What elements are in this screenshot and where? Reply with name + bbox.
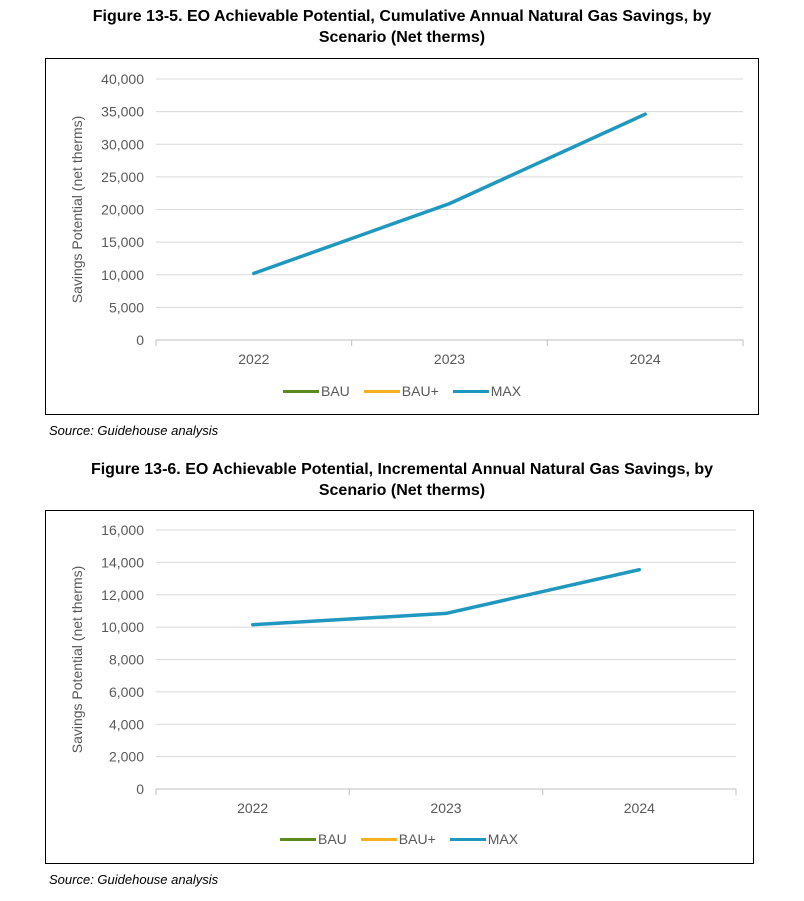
y-axis-title: Savings Potential (net therms) (69, 566, 85, 754)
legend-label-bau: BAU (321, 383, 350, 399)
figure-2-title: Figure 13-6. EO Achievable Potential, In… (20, 459, 784, 501)
legend-swatch-bau-plus (360, 837, 397, 841)
legend-swatch-bau-plus (363, 389, 400, 393)
legend-item-max: MAX (452, 383, 522, 399)
y-tick-label: 0 (136, 781, 144, 797)
legend-item-bau-plus: BAU+ (363, 383, 439, 399)
legend-label-bau-plus: BAU+ (398, 831, 436, 847)
x-tick-label: 2024 (624, 800, 655, 816)
legend-label-bau: BAU (318, 831, 347, 847)
figure-1-title-line-2: Scenario (Net therms) (318, 29, 486, 46)
y-tick-label: 10,000 (101, 619, 144, 635)
legend-item-bau: BAU (283, 383, 350, 399)
x-tick-label: 2024 (630, 351, 661, 367)
y-tick-label: 2,000 (109, 749, 144, 765)
legend-label-bau-plus: BAU+ (401, 383, 439, 399)
y-tick-label: 40,000 (101, 71, 144, 87)
legend-swatch-max (452, 389, 489, 393)
y-tick-label: 5,000 (109, 299, 144, 315)
figure-1-legend: BAU BAU+ MAX (283, 383, 535, 399)
figure-1-title-line-1: Figure 13-5. EO Achievable Potential, Cu… (92, 8, 712, 25)
y-tick-label: 15,000 (101, 234, 144, 250)
legend-item-bau: BAU (280, 831, 347, 847)
y-tick-label: 6,000 (109, 684, 144, 700)
figure-2-chart-svg: 0 2,000 4,000 6,000 8,000 10,000 12,000 14,000 1… (69, 522, 737, 816)
y-tick-label: 30,000 (101, 136, 144, 152)
figure-1-chart-svg: 0 5,000 10,000 15,000 20,000 25,000 30,000 35,0… (69, 71, 744, 367)
figure-2-title-line-1: Figure 13-6. EO Achievable Potential, In… (90, 461, 714, 478)
legend-swatch-max (449, 837, 486, 841)
y-axis-title: Savings Potential (net therms) (69, 116, 85, 304)
figure-2-legend: BAU BAU+ MAX (280, 831, 532, 847)
legend-swatch-bau (283, 389, 319, 393)
y-tick-label: 14,000 (101, 554, 144, 570)
legend-label-max: MAX (487, 831, 519, 847)
figure-1-chart: 0 5,000 10,000 15,000 20,000 25,000 30,000 35,0… (45, 58, 759, 415)
figure-2-chart: 0 2,000 4,000 6,000 8,000 10,000 12,000 14,000 1… (45, 510, 754, 864)
figure-2-title-line-2: Scenario (Net therms) (318, 482, 486, 499)
legend-item-max: MAX (449, 831, 519, 847)
y-tick-label: 20,000 (101, 202, 144, 218)
y-tick-label: 0 (136, 332, 144, 348)
legend-label-max: MAX (490, 383, 522, 399)
y-tick-label: 25,000 (101, 169, 144, 185)
figure-1-source: Source: Guidehouse analysis (49, 423, 219, 438)
y-tick-label: 4,000 (109, 716, 144, 732)
series-line-max (252, 112, 647, 276)
series-line-max (250, 567, 642, 627)
y-tick-label: 12,000 (101, 587, 144, 603)
figure-2-source: Source: Guidehouse analysis (49, 872, 219, 887)
x-tick-label: 2023 (430, 800, 461, 816)
y-tick-label: 35,000 (101, 104, 144, 120)
x-tick-label: 2023 (434, 351, 465, 367)
y-tick-label: 10,000 (101, 267, 144, 283)
y-tick-label: 8,000 (109, 652, 144, 668)
x-tick-label: 2022 (238, 351, 269, 367)
x-tick-label: 2022 (237, 800, 268, 816)
legend-item-bau-plus: BAU+ (360, 831, 436, 847)
legend-swatch-bau (280, 837, 316, 841)
figure-1-title: Figure 13-5. EO Achievable Potential, Cu… (20, 6, 784, 48)
y-tick-label: 16,000 (101, 522, 144, 538)
